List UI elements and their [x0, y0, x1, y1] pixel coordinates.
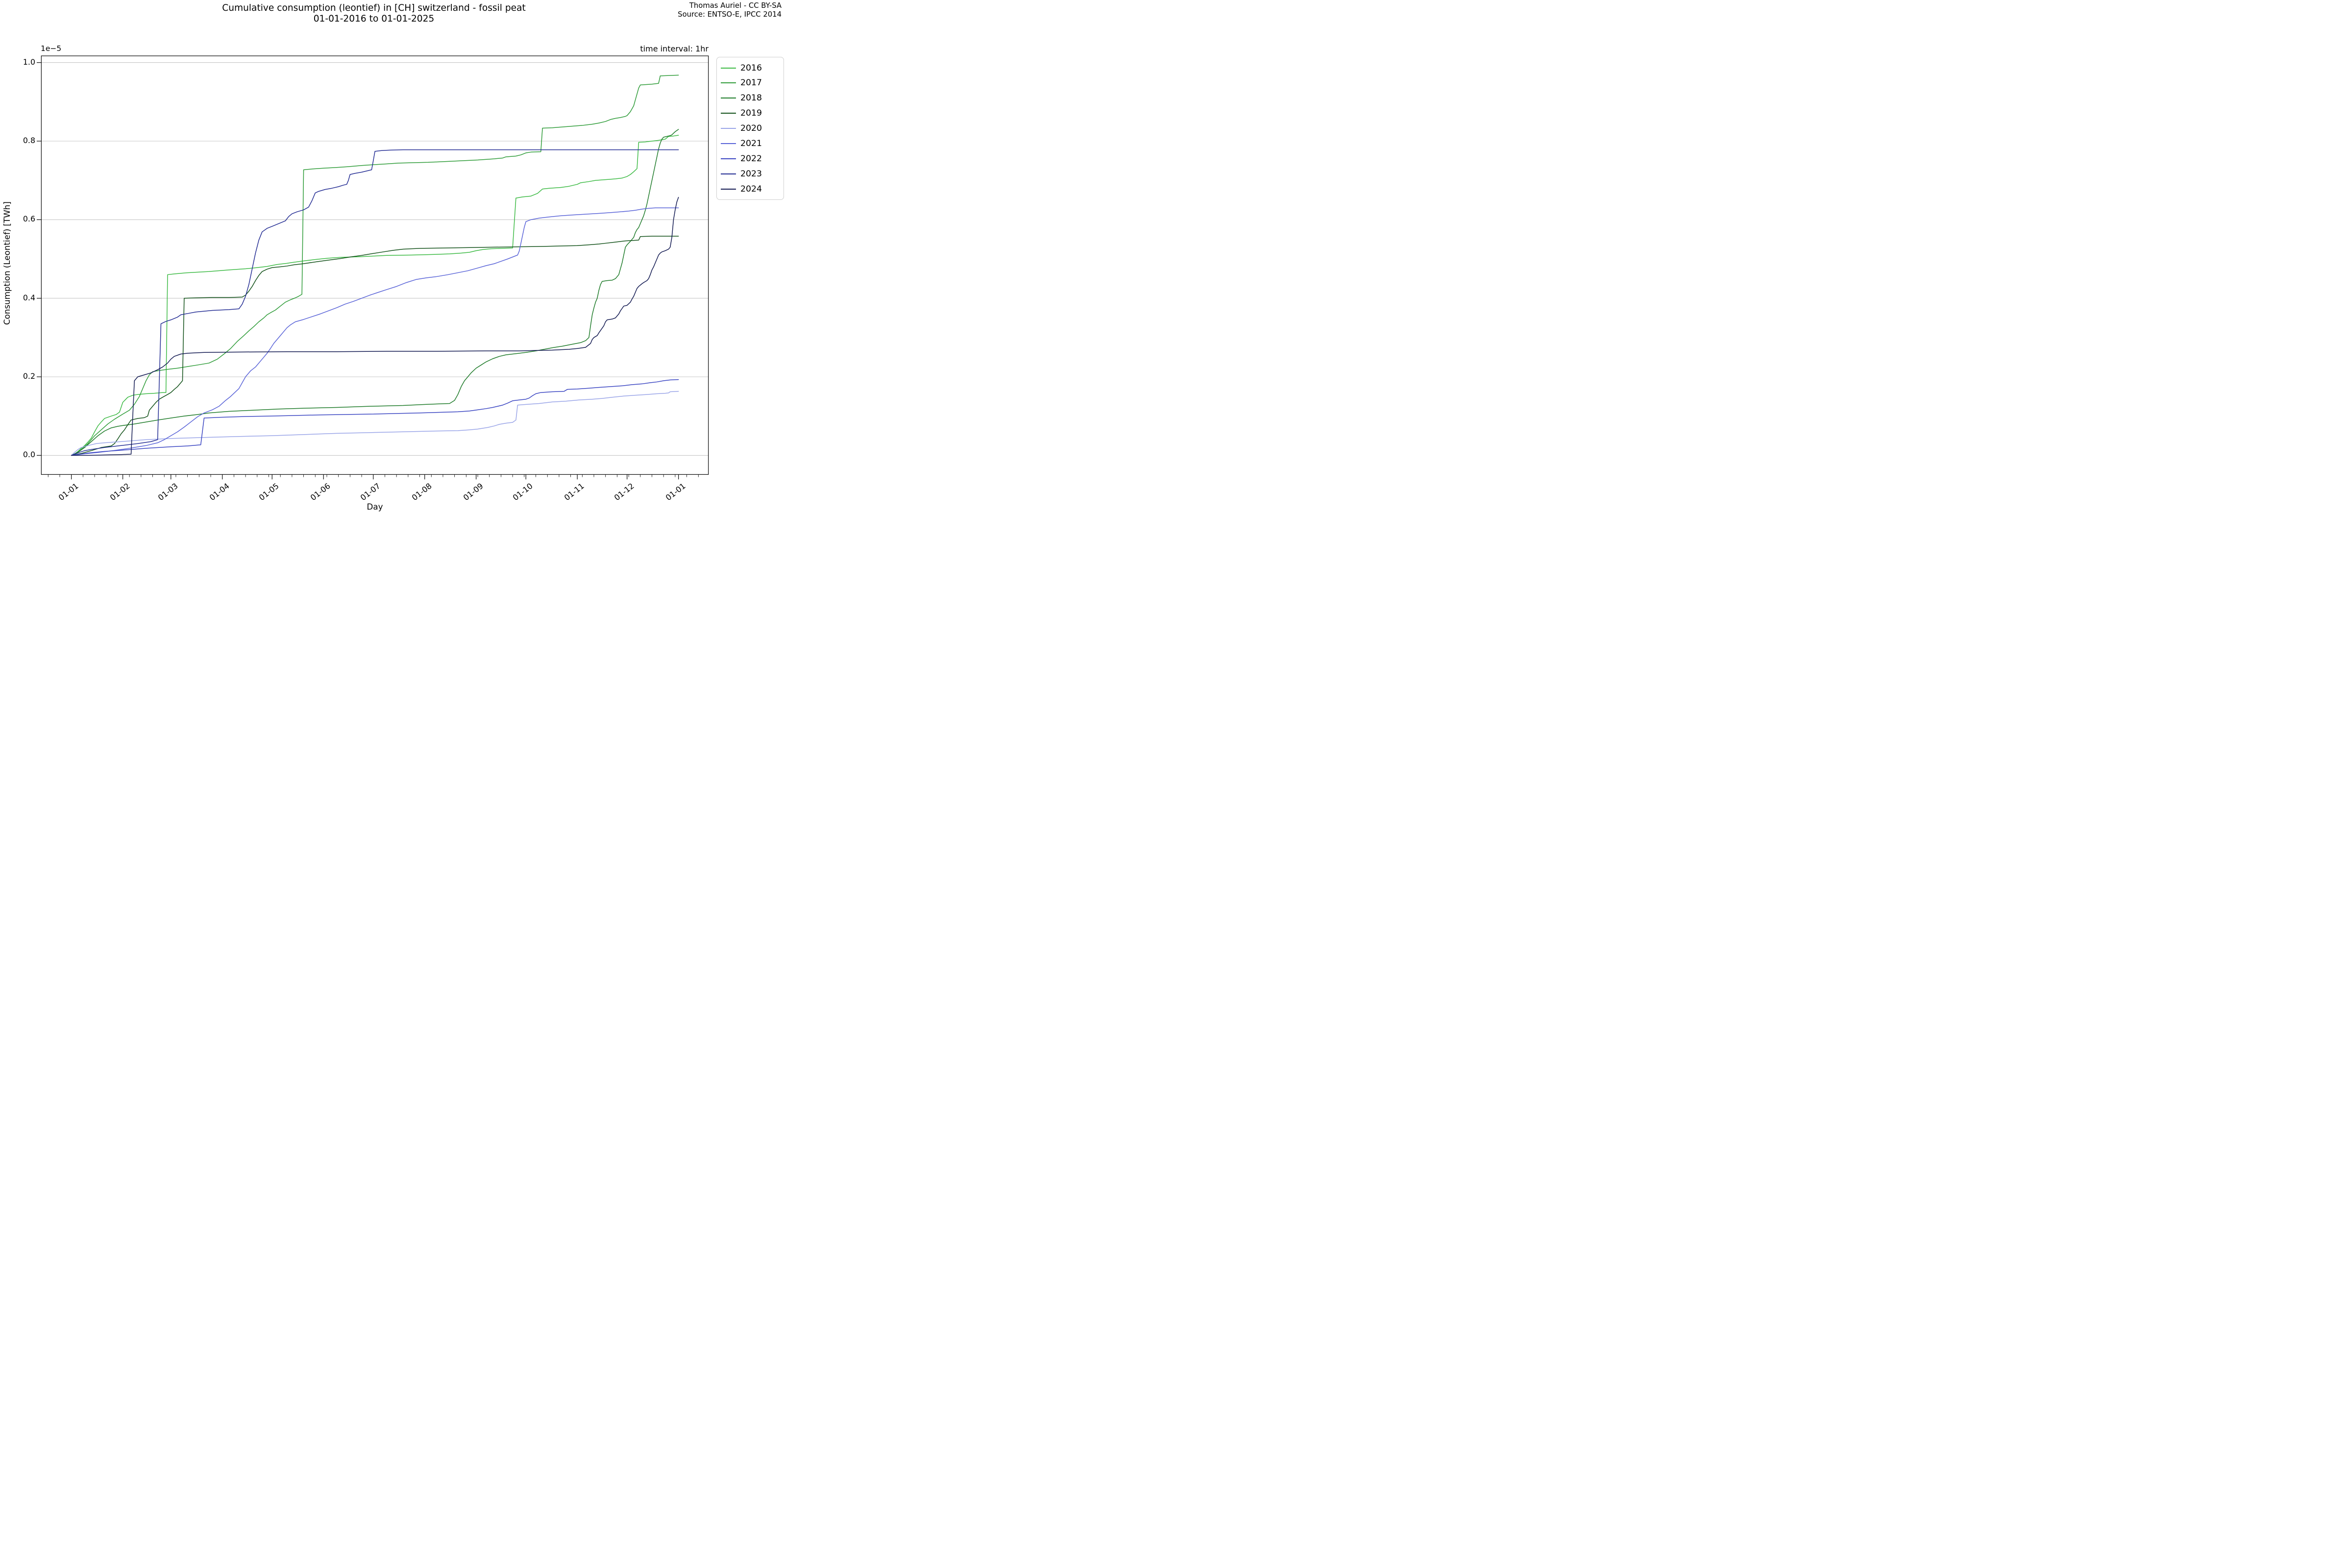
legend-label-2021: 2021	[740, 138, 762, 148]
series-line-2020[interactable]	[71, 391, 679, 456]
attribution-source: Source: ENTSO-E, IPCC 2014	[678, 10, 782, 19]
legend-item-2023[interactable]: 2023	[721, 167, 780, 181]
chart-title-line2: 01-01-2016 to 01-01-2025	[313, 14, 435, 24]
series-line-2024[interactable]	[71, 196, 679, 456]
legend-label-2023: 2023	[740, 169, 762, 179]
legend-label-2018: 2018	[740, 93, 762, 103]
legend-label-2016: 2016	[740, 63, 762, 73]
y-tick-label-0.4: 0.4	[23, 293, 35, 302]
legend-line-swatch-2023	[721, 173, 736, 174]
series-line-2022[interactable]	[71, 379, 679, 456]
legend-line-swatch-2019	[721, 113, 736, 114]
x-axis-label: Day	[367, 502, 383, 512]
legend-item-2016[interactable]: 2016	[721, 61, 780, 75]
legend-label-2024: 2024	[740, 184, 762, 194]
legend-line-swatch-2024	[721, 188, 736, 190]
y-tick-label-0.0: 0.0	[23, 450, 35, 460]
legend-item-2017[interactable]: 2017	[721, 76, 780, 90]
series-line-2018[interactable]	[71, 129, 679, 456]
plot-border	[41, 55, 709, 475]
chart-svg	[37, 55, 709, 480]
legend-line-swatch-2021	[721, 143, 736, 144]
chart-title-line1: Cumulative consumption (leontief) in [CH…	[222, 3, 526, 13]
series-line-2021[interactable]	[71, 207, 679, 456]
legend-line-swatch-2016	[721, 67, 736, 69]
y-tick-label-0.6: 0.6	[23, 214, 35, 224]
legend-line-swatch-2017	[721, 82, 736, 84]
y-tick-label-1.0: 1.0	[23, 57, 35, 67]
y-axis-label: Consumption (Leontief) [TWh]	[2, 201, 12, 325]
legend-line-swatch-2020	[721, 128, 736, 129]
legend-label-2020: 2020	[740, 123, 762, 133]
series-line-2017[interactable]	[71, 74, 679, 456]
legend-label-2019: 2019	[740, 108, 762, 119]
series-line-2023[interactable]	[71, 149, 679, 456]
legend-label-2017: 2017	[740, 78, 762, 88]
legend-item-2018[interactable]: 2018	[721, 91, 780, 105]
legend-label-2022: 2022	[740, 153, 762, 164]
legend[interactable]: 2016 2017 2018 2019 2020 2021 2022 2023 2024	[716, 57, 784, 200]
legend-item-2020[interactable]: 2020	[721, 122, 780, 136]
attribution-author: Thomas Auriel - CC BY-SA	[689, 1, 782, 10]
chart-title: Cumulative consumption (leontief) in [CH…	[222, 3, 526, 24]
y-tick-label-0.8: 0.8	[23, 136, 35, 145]
attribution: Thomas Auriel - CC BY-SA Source: ENTSO-E…	[678, 1, 782, 19]
y-axis-offset-label: 1e−5	[41, 44, 62, 53]
series-line-2016[interactable]	[71, 135, 679, 456]
legend-line-swatch-2022	[721, 158, 736, 159]
series-line-2019[interactable]	[71, 236, 679, 456]
legend-item-2021[interactable]: 2021	[721, 136, 780, 150]
legend-item-2024[interactable]: 2024	[721, 182, 780, 196]
legend-item-2022[interactable]: 2022	[721, 151, 780, 166]
figure: Cumulative consumption (leontief) in [CH…	[0, 0, 784, 523]
y-tick-label-0.2: 0.2	[23, 371, 35, 381]
time-interval-note: time interval: 1hr	[640, 44, 709, 53]
legend-item-2019[interactable]: 2019	[721, 106, 780, 121]
